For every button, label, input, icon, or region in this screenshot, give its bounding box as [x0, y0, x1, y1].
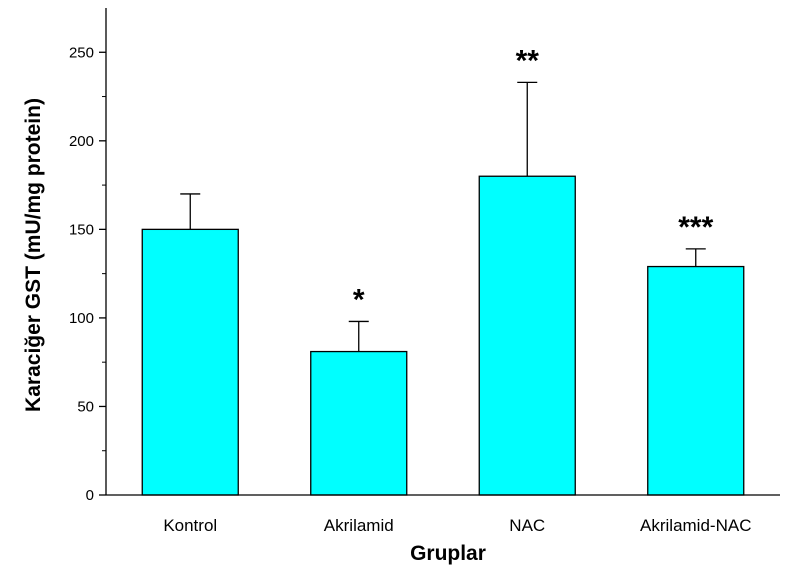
significance-annotation: *	[353, 283, 365, 316]
y-axis-title: Karaciğer GST (mU/mg protein)	[22, 98, 45, 412]
y-tick-label: 150	[69, 221, 94, 238]
significance-annotation: ***	[678, 211, 713, 244]
y-tick-label: 200	[69, 133, 94, 150]
bar	[141, 228, 239, 496]
bar	[310, 350, 408, 496]
x-axis-title: Gruplar	[410, 542, 486, 565]
y-tick-label: 100	[69, 310, 94, 327]
y-tick-label: 50	[77, 398, 94, 415]
bar	[478, 175, 576, 496]
y-tick-label: 0	[86, 487, 94, 504]
x-tick-label: Akrilamid-NAC	[640, 516, 751, 535]
x-tick-label: Kontrol	[163, 516, 217, 535]
plot-area: Kontrol Akrilamid * NAC ** Akrilamid-NAC *** 0 5…	[69, 8, 780, 535]
y-tick-label: 250	[69, 44, 94, 61]
x-tick-label: Akrilamid	[324, 516, 394, 535]
x-tick-label: NAC	[509, 516, 545, 535]
significance-annotation: **	[516, 44, 540, 77]
bar	[647, 265, 745, 496]
